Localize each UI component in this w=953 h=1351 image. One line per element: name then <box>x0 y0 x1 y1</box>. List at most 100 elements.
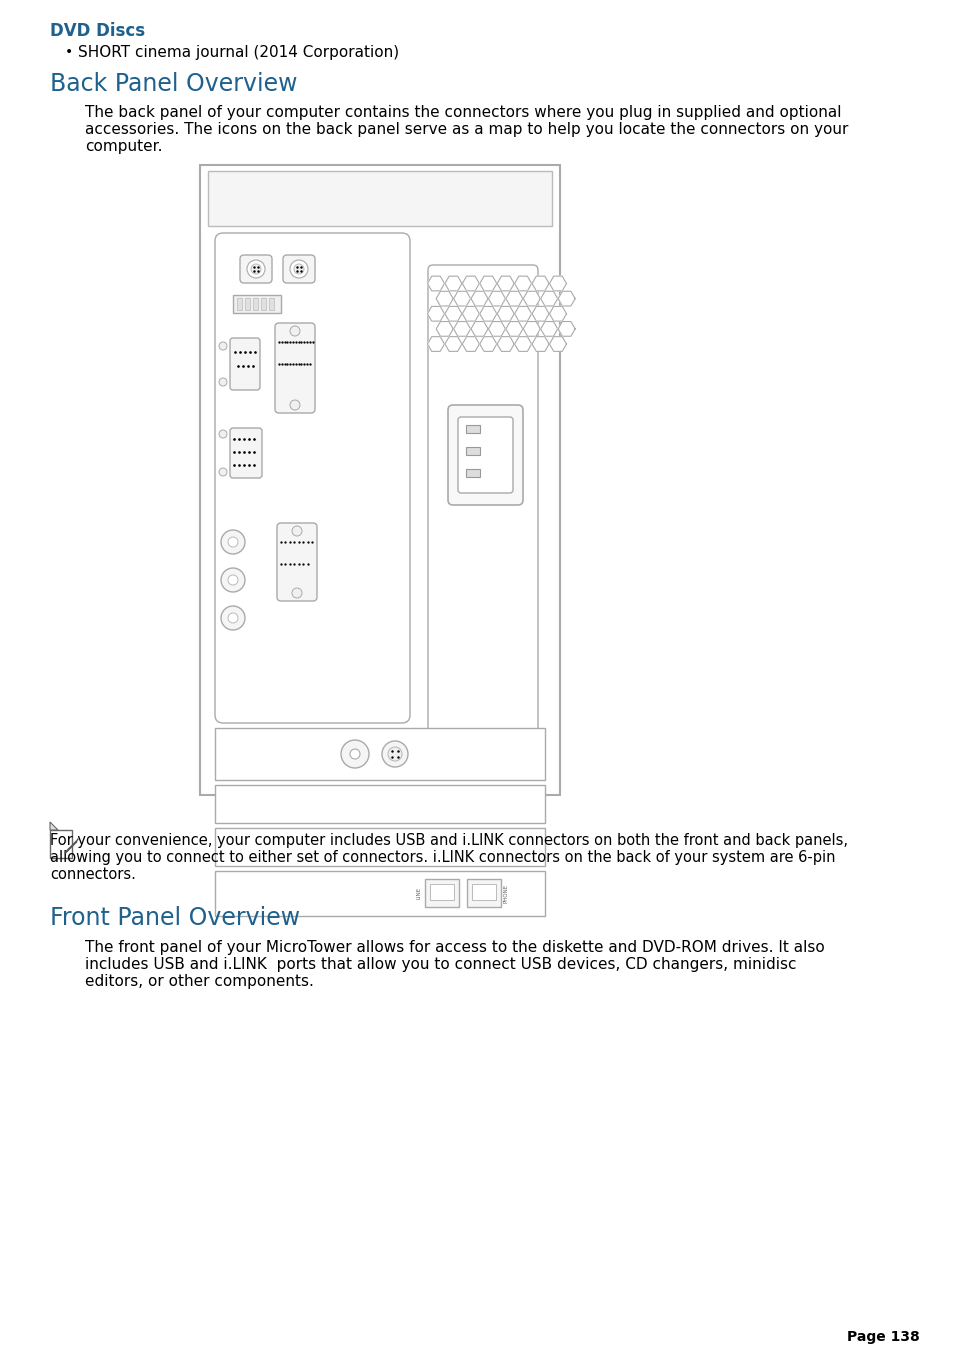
Bar <box>236 299 242 309</box>
Polygon shape <box>505 292 522 305</box>
Polygon shape <box>427 307 444 322</box>
Polygon shape <box>549 336 566 351</box>
Polygon shape <box>488 292 505 305</box>
Polygon shape <box>471 322 488 336</box>
Bar <box>214 871 544 916</box>
Polygon shape <box>514 276 531 290</box>
Polygon shape <box>549 276 566 290</box>
Polygon shape <box>523 322 539 336</box>
FancyBboxPatch shape <box>428 265 537 770</box>
Bar <box>214 728 544 780</box>
Bar <box>233 295 281 313</box>
Circle shape <box>388 747 401 761</box>
Bar <box>50 830 71 858</box>
Circle shape <box>219 467 227 476</box>
Bar <box>261 299 266 309</box>
FancyBboxPatch shape <box>230 428 262 478</box>
Text: LINE: LINE <box>416 888 421 898</box>
Text: Front Panel Overview: Front Panel Overview <box>50 907 300 929</box>
Text: For your convenience, your computer includes USB and i.LINK connectors on both t: For your convenience, your computer incl… <box>50 834 847 848</box>
Circle shape <box>292 588 302 598</box>
Polygon shape <box>471 292 488 305</box>
Polygon shape <box>462 307 478 322</box>
Polygon shape <box>523 292 539 305</box>
Text: PHONE: PHONE <box>503 884 509 902</box>
Polygon shape <box>427 276 444 290</box>
Polygon shape <box>444 307 461 322</box>
FancyBboxPatch shape <box>214 232 410 723</box>
Circle shape <box>219 342 227 350</box>
Bar <box>214 828 544 866</box>
Polygon shape <box>50 821 58 830</box>
Bar <box>269 299 274 309</box>
Polygon shape <box>462 276 478 290</box>
Bar <box>245 299 250 309</box>
Circle shape <box>221 607 245 630</box>
Circle shape <box>292 526 302 536</box>
Text: allowing you to connect to either set of connectors. i.LINK connectors on the ba: allowing you to connect to either set of… <box>50 850 835 865</box>
Circle shape <box>350 748 359 759</box>
Circle shape <box>290 400 299 409</box>
Polygon shape <box>505 322 522 336</box>
Text: includes USB and i.LINK  ports that allow you to connect USB devices, CD changer: includes USB and i.LINK ports that allow… <box>85 957 796 971</box>
Polygon shape <box>540 292 558 305</box>
Circle shape <box>228 613 237 623</box>
Polygon shape <box>488 322 505 336</box>
Polygon shape <box>444 336 461 351</box>
Bar <box>253 299 257 309</box>
Bar <box>472 884 496 900</box>
Polygon shape <box>453 292 470 305</box>
Circle shape <box>221 567 245 592</box>
Polygon shape <box>453 322 470 336</box>
Polygon shape <box>532 276 549 290</box>
Text: accessories. The icons on the back panel serve as a map to help you locate the c: accessories. The icons on the back panel… <box>85 122 847 136</box>
Circle shape <box>219 378 227 386</box>
Bar <box>208 172 552 226</box>
Polygon shape <box>514 307 531 322</box>
Polygon shape <box>532 307 549 322</box>
Text: •: • <box>65 45 73 59</box>
FancyBboxPatch shape <box>457 417 513 493</box>
Circle shape <box>228 536 237 547</box>
Polygon shape <box>497 276 514 290</box>
Bar <box>214 785 544 823</box>
Polygon shape <box>497 307 514 322</box>
Text: Page 138: Page 138 <box>846 1329 919 1344</box>
Bar <box>424 880 458 907</box>
Polygon shape <box>558 322 575 336</box>
Polygon shape <box>558 292 575 305</box>
Bar <box>465 469 479 477</box>
Text: connectors.: connectors. <box>50 867 135 882</box>
Polygon shape <box>497 336 514 351</box>
Text: editors, or other components.: editors, or other components. <box>85 974 314 989</box>
Polygon shape <box>436 322 453 336</box>
Polygon shape <box>549 307 566 322</box>
Polygon shape <box>479 307 497 322</box>
Circle shape <box>340 740 369 767</box>
Polygon shape <box>479 276 497 290</box>
Circle shape <box>247 259 265 278</box>
Circle shape <box>290 326 299 336</box>
Text: The front panel of your MicroTower allows for access to the diskette and DVD-ROM: The front panel of your MicroTower allow… <box>85 940 824 955</box>
FancyBboxPatch shape <box>230 338 260 390</box>
Circle shape <box>251 263 261 274</box>
FancyBboxPatch shape <box>274 323 314 413</box>
Polygon shape <box>427 336 444 351</box>
Text: computer.: computer. <box>85 139 162 154</box>
Polygon shape <box>540 322 558 336</box>
Polygon shape <box>436 292 453 305</box>
Polygon shape <box>514 336 531 351</box>
FancyBboxPatch shape <box>448 405 522 505</box>
Circle shape <box>381 740 408 767</box>
Circle shape <box>219 430 227 438</box>
Circle shape <box>221 530 245 554</box>
Polygon shape <box>479 336 497 351</box>
Circle shape <box>290 259 308 278</box>
Bar <box>465 426 479 434</box>
Bar <box>200 165 559 794</box>
Bar <box>467 880 500 907</box>
Circle shape <box>294 263 304 274</box>
FancyBboxPatch shape <box>240 255 272 282</box>
Polygon shape <box>444 276 461 290</box>
Text: DVD Discs: DVD Discs <box>50 22 145 41</box>
